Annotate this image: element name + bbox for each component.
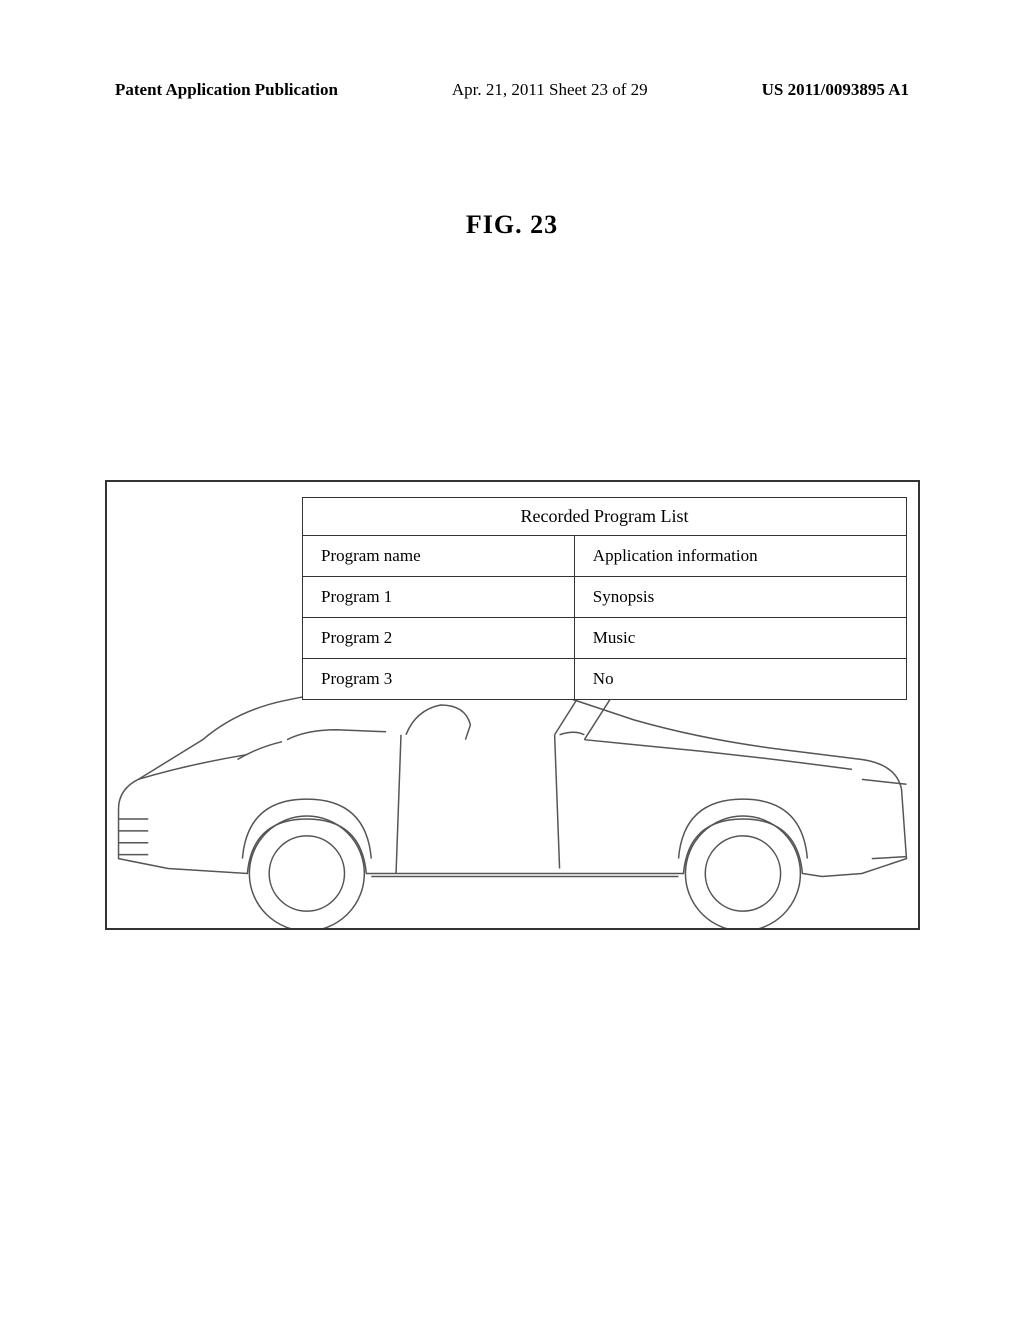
column-application-info: Application information [574,536,906,577]
header-publication-type: Patent Application Publication [115,80,338,100]
figure-label: FIG. 23 [0,210,1024,240]
table-title: Recorded Program List [302,497,907,535]
recorded-program-table: Recorded Program List Program name Appli… [302,497,907,700]
cell-program-name: Program 3 [303,659,575,700]
header-date-sheet: Apr. 21, 2011 Sheet 23 of 29 [452,80,648,100]
table-row: Program 1 Synopsis [303,577,907,618]
cell-program-name: Program 2 [303,618,575,659]
cell-application-info: Music [574,618,906,659]
column-program-name: Program name [303,536,575,577]
table-header-row: Program name Application information [303,536,907,577]
cell-application-info: No [574,659,906,700]
cell-application-info: Synopsis [574,577,906,618]
program-list-table: Program name Application information Pro… [302,535,907,700]
table-row: Program 2 Music [303,618,907,659]
table-row: Program 3 No [303,659,907,700]
header-publication-number: US 2011/0093895 A1 [762,80,909,100]
cell-program-name: Program 1 [303,577,575,618]
figure-frame: Recorded Program List Program name Appli… [105,480,920,930]
